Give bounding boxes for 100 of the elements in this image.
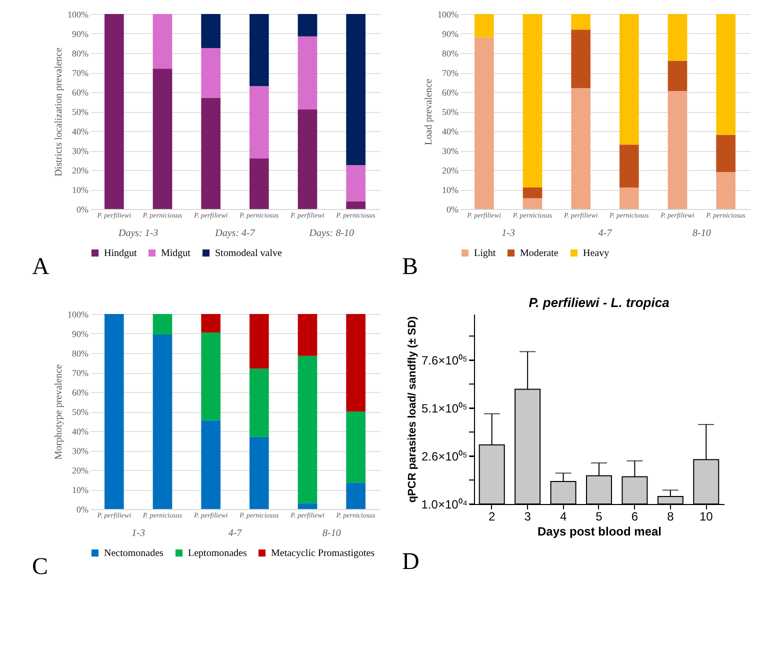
legend-label: Heavy [583,248,610,259]
text: 8-10 [692,228,711,239]
bar [668,91,688,209]
text: 4-7 [598,228,613,239]
y-tick-label: 40% [72,126,89,136]
y-tick-label: 50% [72,407,89,417]
y-tick-label: 30% [442,146,459,156]
y-tick-label: 90% [72,29,89,39]
bar [474,37,494,209]
y-axis-title: Load prevalence [424,78,435,146]
legend-label: Hindgut [104,248,137,259]
bar [152,314,172,334]
chart-title: P. perfiliewi - L. tropica [528,295,670,310]
text: 8-10 [322,528,341,539]
bar [250,368,269,437]
bar [346,412,366,483]
y-tick-label: 0% [446,204,459,214]
x-tick-label: 5 [596,510,603,524]
bar [152,14,172,69]
bar [522,14,542,188]
bar [346,14,366,166]
y-tick-label: 50% [72,107,89,117]
y-tick-label: 60% [442,88,459,98]
y-tick-label: 80% [72,48,89,58]
bar [201,332,220,420]
y-tick-label: 0% [76,504,89,514]
text: A [32,254,50,280]
y-tick-label: 5.1×10⁰⁵ [421,402,468,416]
x-axis-title: Days post blood meal [537,524,662,538]
legend-label: Moderate [520,248,559,259]
bar [250,436,269,509]
y-tick-label: 90% [442,29,459,39]
bar [152,68,172,209]
legend-label: Midgut [161,248,191,259]
y-tick-label: 70% [72,68,89,78]
bar [668,60,688,92]
x-tick-label: 8 [667,510,674,524]
bar [346,314,366,412]
y-tick-label: 100% [68,310,89,320]
x-tick-label: 6 [631,510,638,524]
text: 4-7 [228,528,243,539]
legend-label: Nectomonades [104,548,164,559]
bar [298,503,318,509]
bar [716,134,736,172]
x-tick-label: 4 [560,510,567,524]
y-tick-label: 30% [72,446,89,456]
y-tick-label: 20% [442,166,459,176]
bar [298,356,318,504]
legend-label: Stomodeal valve [215,248,282,259]
text: B [402,254,418,280]
y-tick-label: 80% [72,348,89,358]
x-tick-label: 3 [524,510,532,524]
y-tick-label: 60% [72,388,89,398]
y-tick-label: 70% [442,68,459,78]
y-tick-label: 100% [438,10,459,20]
bar [201,314,220,333]
bar [620,188,639,209]
bar [298,314,318,356]
bar [620,144,639,188]
bar [716,172,736,209]
text: 1-3 [132,528,146,539]
bar [346,201,366,209]
bar [346,165,366,202]
bar [201,420,220,509]
bar [571,88,590,209]
y-tick-label: 40% [442,126,459,136]
bar [522,188,542,198]
bar [250,314,269,369]
bar [201,14,220,48]
y-tick-label: 1.0×10⁰⁴ [421,498,468,512]
bar [298,110,318,209]
y-tick-label: 90% [72,329,89,339]
text: C [32,554,48,580]
bar [298,14,318,36]
bar [250,14,269,86]
y-tick-label: 20% [72,466,89,476]
y-tick-label: 10% [72,485,89,495]
bar [250,158,269,209]
y-axis-title: Districts localization prevalence [54,47,65,176]
y-tick-label: 10% [72,185,89,195]
bar [104,314,124,509]
y-tick-label: 7.6×10⁰⁵ [421,354,468,368]
legend-label: Leptomonades [188,548,247,559]
y-tick-label: 10% [442,185,459,195]
y-tick-label: 2.6×10⁰⁵ [421,450,468,464]
y-tick-label: 80% [442,48,459,58]
y-tick-label: 0% [76,204,89,214]
bar [620,14,639,145]
bar [716,14,736,135]
bar [571,30,590,88]
bar [571,14,590,30]
bar [152,334,172,509]
bar [201,48,220,98]
x-tick-label: 10 [699,510,714,524]
y-tick-label: 50% [442,107,459,117]
legend-label: Metacyclic Promastigotes [271,548,375,559]
bar [668,14,688,61]
text: 1-3 [502,228,516,239]
bar [522,198,542,209]
x-tick-label: 2 [488,510,496,524]
